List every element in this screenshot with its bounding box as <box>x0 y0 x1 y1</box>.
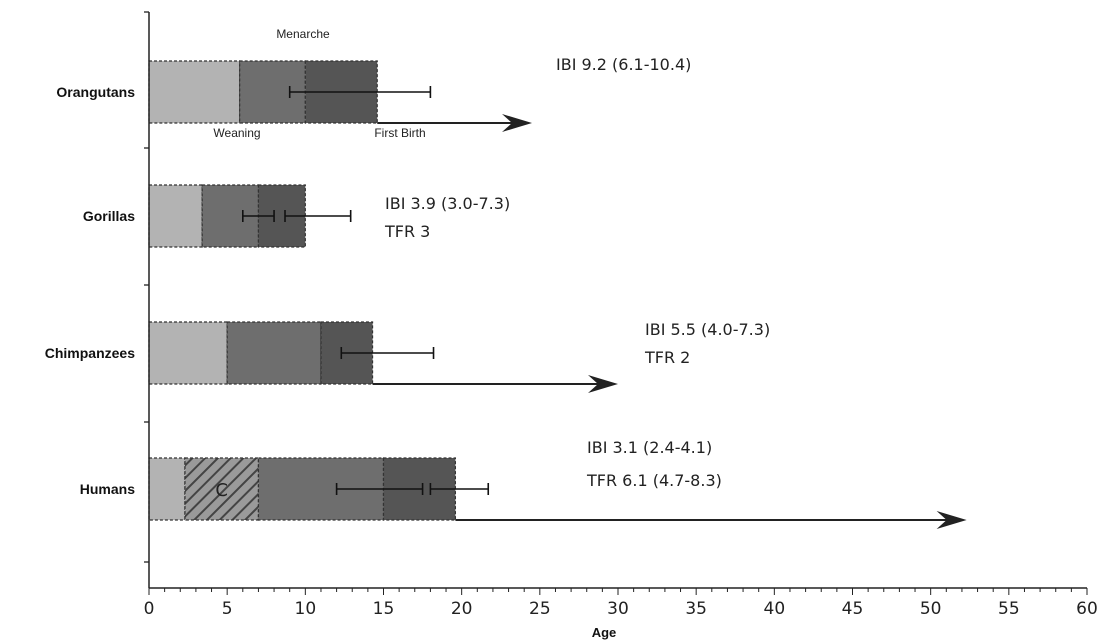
x-tick-label: 35 <box>685 599 707 619</box>
species-label: Humans <box>80 481 135 497</box>
species-label: Chimpanzees <box>45 345 135 361</box>
stat-annotation: IBI 9.2 (6.1-10.4) <box>556 55 691 74</box>
bar-segment <box>148 321 228 385</box>
x-tick-label: 20 <box>451 599 473 619</box>
bar-segment <box>226 321 322 385</box>
bars-layer: C <box>148 60 967 529</box>
bar-segment <box>148 60 241 124</box>
bar-segment <box>184 457 260 521</box>
x-tick-label: 60 <box>1076 599 1098 619</box>
stat-annotation: IBI 5.5 (4.0-7.3) <box>645 320 770 339</box>
x-tick-label: 50 <box>920 599 942 619</box>
stat-annotation: TFR 2 <box>644 348 690 367</box>
x-tick-label: 0 <box>144 599 155 619</box>
bar-segment <box>148 184 203 248</box>
arrow-head <box>936 511 967 529</box>
stat-annotation: IBI 3.1 (2.4-4.1) <box>587 438 712 457</box>
hatched-segment-label: C <box>215 480 228 501</box>
species-label: Gorillas <box>83 208 135 224</box>
axes-layer <box>144 11 1088 595</box>
x-tick-label: 15 <box>373 599 395 619</box>
arrow-head <box>502 114 533 132</box>
x-tick-label: 55 <box>998 599 1020 619</box>
species-label: Orangutans <box>56 84 135 100</box>
x-axis-title: Age <box>592 625 617 640</box>
x-tick-label: 10 <box>295 599 317 619</box>
x-tick-label: 45 <box>842 599 864 619</box>
first-birth-label: First Birth <box>374 126 425 140</box>
arrow-head <box>588 375 618 393</box>
stat-annotation: IBI 3.9 (3.0-7.3) <box>385 194 510 213</box>
stat-annotation: TFR 6.1 (4.7-8.3) <box>586 471 722 490</box>
bar-segment <box>148 457 186 521</box>
x-tick-label: 30 <box>607 599 629 619</box>
x-tick-label: 25 <box>529 599 551 619</box>
weaning-label: Weaning <box>213 126 260 140</box>
x-tick-label: 40 <box>764 599 786 619</box>
menarche-label: Menarche <box>276 27 330 41</box>
text-layer: Age Menarche Weaning First Birth Orangut… <box>45 27 1098 640</box>
stat-annotation: TFR 3 <box>384 222 430 241</box>
x-tick-label: 5 <box>222 599 233 619</box>
